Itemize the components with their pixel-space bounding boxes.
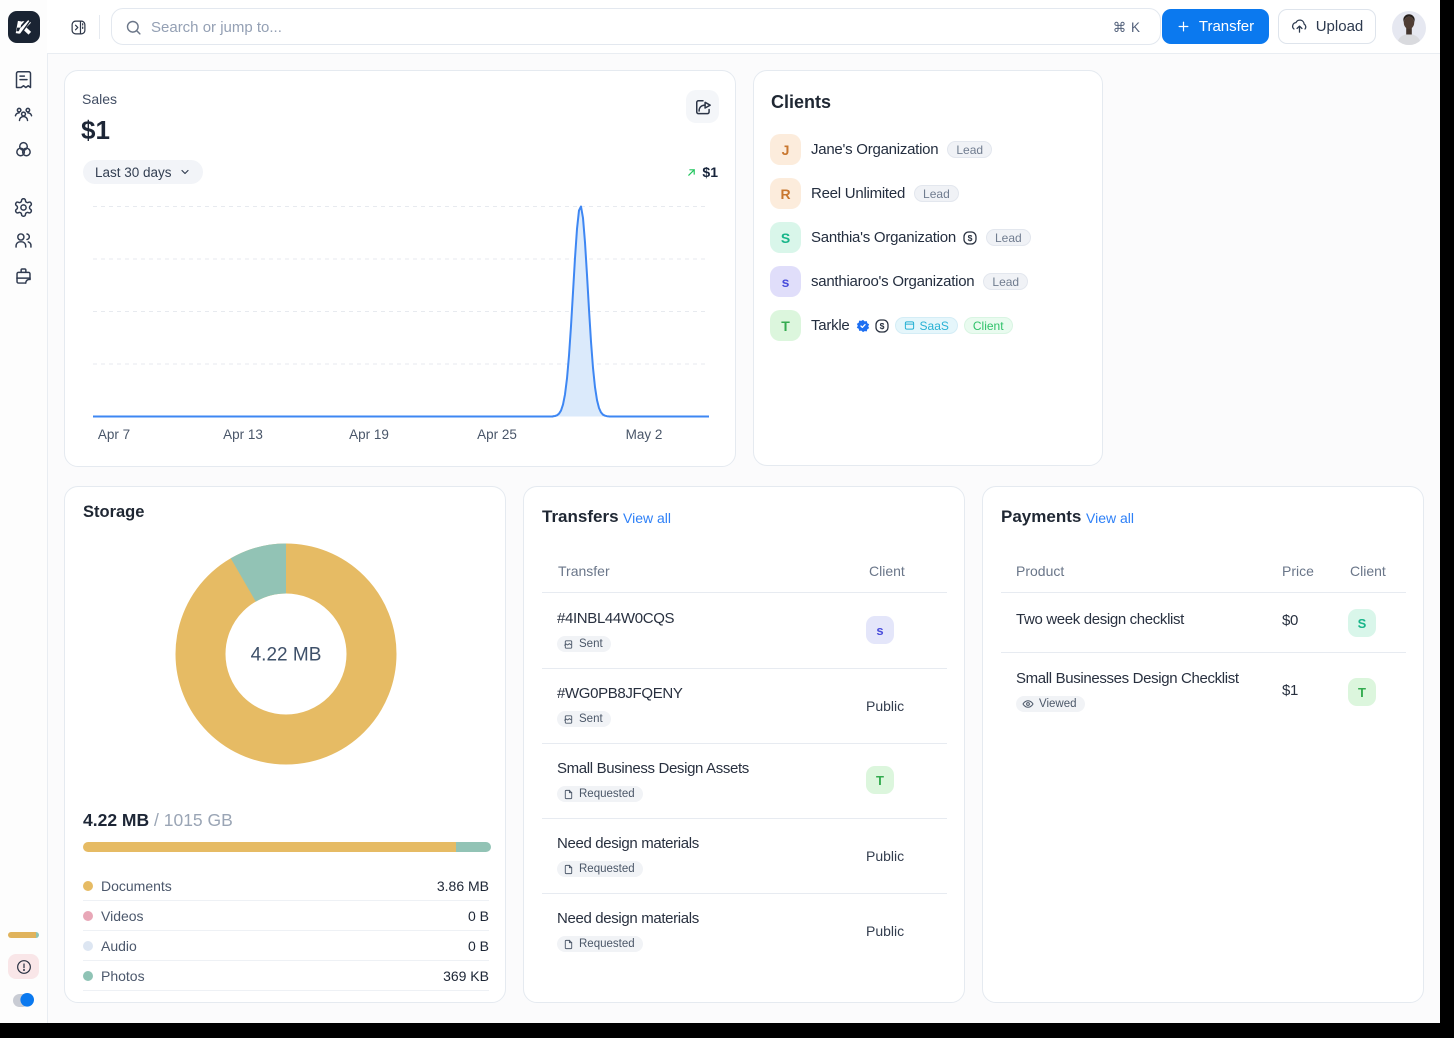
svg-text:Apr 13: Apr 13: [223, 427, 263, 442]
svg-text:Apr 19: Apr 19: [349, 427, 389, 442]
svg-text:4.22 MB: 4.22 MB: [251, 645, 322, 666]
svg-text:Apr 7: Apr 7: [98, 427, 130, 442]
svg-text:May 2: May 2: [626, 427, 663, 442]
svg-text:Apr 25: Apr 25: [477, 427, 517, 442]
svg-text:$: $: [879, 321, 884, 331]
svg-text:$: $: [968, 233, 973, 243]
